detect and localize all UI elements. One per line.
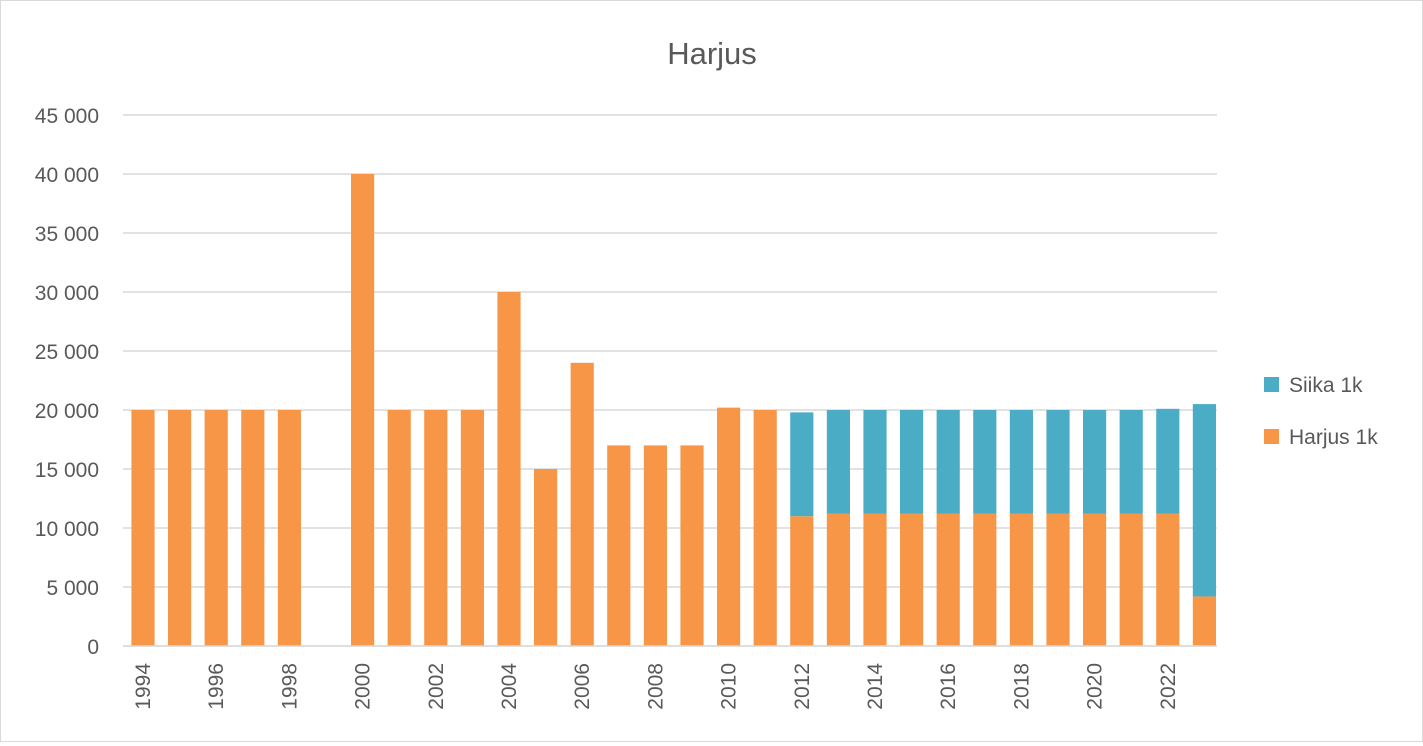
bar-harjus-1k-2014: [863, 513, 887, 646]
y-axis: 0 5 000 10 000 15 000 20 000 25 000 30 000 35 0…: [35, 105, 99, 659]
bar-harjus-1k-2015: [900, 513, 924, 646]
bar-harjus-1k-2017: [973, 513, 997, 646]
legend-swatch: [1264, 429, 1279, 444]
bar-harjus-1k-1995: [168, 410, 192, 646]
y-tick-label: 30 000: [35, 282, 99, 305]
x-tick-label: 1994: [132, 663, 155, 710]
bar-harjus-1k-2002: [424, 410, 448, 646]
bar-harjus-1k-2013: [826, 513, 850, 646]
y-tick-label: 35 000: [35, 223, 99, 246]
bar-siika-1k-2014: [863, 410, 887, 514]
legend-label: Siika 1k: [1289, 374, 1363, 397]
bar-siika-1k-2017: [973, 410, 997, 514]
x-tick-label: 2010: [718, 663, 741, 710]
legend-label: Harjus 1k: [1289, 426, 1378, 449]
bar-harjus-1k-2011: [753, 410, 777, 646]
bars: [131, 174, 1216, 646]
y-tick-label: 0: [87, 636, 99, 659]
bar-harjus-1k-2016: [936, 513, 960, 646]
y-tick-label: 20 000: [35, 400, 99, 423]
bar-harjus-1k-2001: [387, 410, 411, 646]
x-tick-label: 2012: [791, 663, 814, 710]
bar-harjus-1k-2003: [460, 410, 484, 646]
y-tick-label: 10 000: [35, 518, 99, 541]
bar-harjus-1k-2007: [607, 445, 631, 646]
y-tick-label: 45 000: [35, 105, 99, 128]
bar-siika-1k-2013: [826, 410, 850, 514]
x-tick-label: 2002: [425, 663, 448, 710]
gridlines: [123, 114, 1217, 647]
bar-harjus-1k-2004: [497, 292, 521, 646]
bar-harjus-1k-2006: [570, 362, 594, 646]
bar-harjus-1k-2021: [1119, 513, 1143, 646]
bar-harjus-1k-1997: [241, 410, 265, 646]
bar-harjus-1k-2005: [534, 469, 558, 646]
bar-siika-1k-2016: [936, 410, 960, 514]
bar-harjus-1k-2022: [1156, 513, 1180, 646]
bar-harjus-1k-2000: [351, 174, 375, 646]
bar-siika-1k-2018: [1009, 410, 1033, 514]
y-tick-label: 40 000: [35, 164, 99, 187]
bar-harjus-1k-2018: [1009, 513, 1033, 646]
bar-harjus-1k-2012: [790, 516, 814, 646]
bar-harjus-1k-2019: [1046, 513, 1070, 646]
x-tick-label: 1996: [205, 663, 228, 710]
x-tick-label: 2014: [864, 663, 887, 710]
x-tick-label: 2006: [571, 663, 594, 710]
x-tick-label: 2020: [1084, 663, 1107, 710]
x-axis: 1994 1996 1998 2000 2002 2004 2006 2008 2010 2012…: [123, 645, 1217, 710]
y-tick-label: 25 000: [35, 341, 99, 364]
y-tick-label: 15 000: [35, 459, 99, 482]
x-tick-label: 1998: [278, 663, 301, 710]
bar-harjus-1k-2010: [717, 407, 741, 646]
x-tick-label: 2004: [498, 663, 521, 710]
bar-harjus-1k-1998: [277, 410, 301, 646]
bar-siika-1k-2020: [1083, 410, 1107, 514]
bar-harjus-1k-2009: [680, 445, 704, 646]
bar-harjus-1k-2023: [1192, 596, 1216, 646]
bar-harjus-1k-1996: [204, 410, 228, 646]
y-tick-label: 5 000: [46, 577, 99, 600]
bar-harjus-1k-2008: [643, 445, 667, 646]
bar-siika-1k-2015: [900, 410, 924, 514]
legend: Siika 1k Harjus 1k: [1264, 374, 1378, 449]
bar-harjus-1k-1994: [131, 410, 155, 646]
x-tick-label: 2000: [352, 663, 375, 710]
x-tick-label: 2008: [644, 663, 667, 710]
bar-harjus-1k-2020: [1083, 513, 1107, 646]
bar-siika-1k-2022: [1156, 408, 1180, 514]
x-tick-label: 2022: [1157, 663, 1180, 710]
bar-siika-1k-2021: [1119, 410, 1143, 514]
bar-siika-1k-2019: [1046, 410, 1070, 514]
x-tick-label: 2016: [937, 663, 960, 710]
bar-siika-1k-2023: [1192, 404, 1216, 597]
bar-siika-1k-2012: [790, 412, 814, 517]
chart-title: Harjus: [667, 36, 757, 71]
x-tick-label: 2018: [1010, 663, 1033, 710]
legend-swatch: [1264, 377, 1279, 392]
